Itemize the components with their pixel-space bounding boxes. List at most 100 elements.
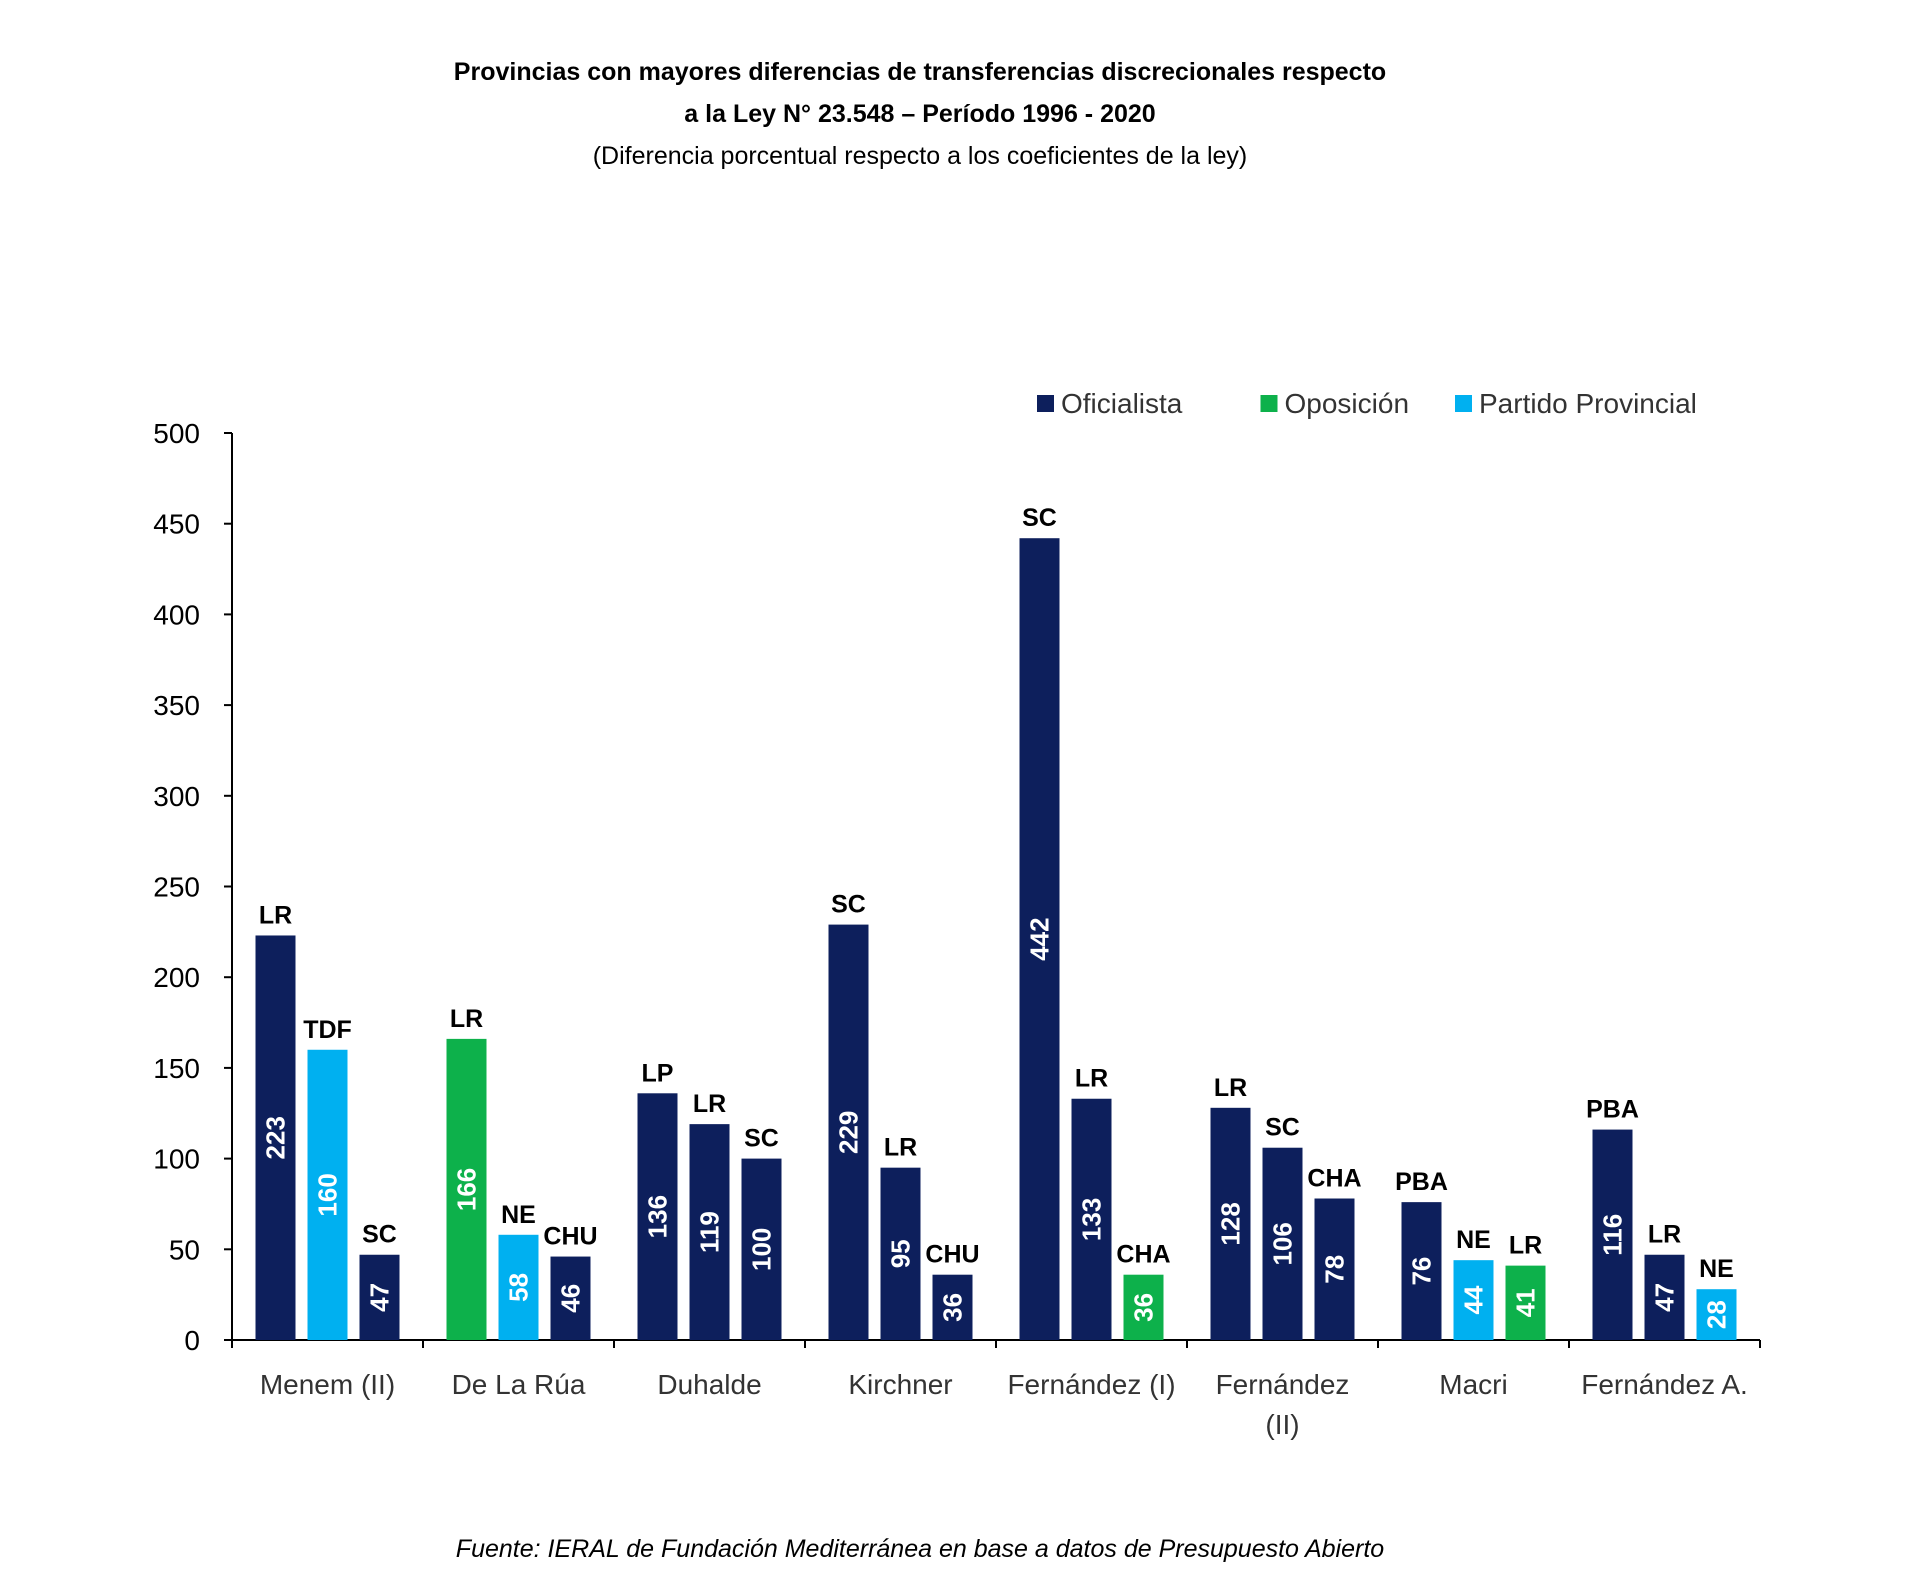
bar-value-label: 223 (261, 1116, 291, 1159)
bar (550, 1256, 591, 1340)
bar-value-label: 229 (834, 1111, 864, 1154)
bar-value-label: 100 (747, 1228, 777, 1271)
chart-source: Fuente: IERAL de Fundación Mediterránea … (455, 1535, 1385, 1563)
bar (1644, 1254, 1685, 1340)
bar-province-label: SC (744, 1125, 779, 1153)
bar (307, 1049, 348, 1340)
x-category-label: Duhalde (657, 1369, 761, 1400)
bar-value-label: 36 (1129, 1293, 1159, 1322)
bar-province-label: LR (1509, 1232, 1542, 1260)
bar (446, 1038, 487, 1340)
x-category-label: Kirchner (848, 1369, 952, 1400)
bar-province-label: LR (884, 1134, 917, 1162)
y-tick-label: 500 (153, 418, 200, 449)
bar-province-label: PBA (1395, 1168, 1448, 1196)
legend-swatch (1455, 395, 1472, 412)
x-category-label: Fernández (1216, 1369, 1350, 1400)
bar-value-label: 106 (1268, 1222, 1298, 1265)
x-category-label: De La Rúa (452, 1369, 586, 1400)
bar-province-label: CHA (1116, 1241, 1170, 1269)
bar (255, 935, 296, 1340)
bar (1592, 1129, 1633, 1340)
bar-province-label: LR (259, 901, 292, 929)
bar (1262, 1147, 1303, 1340)
bar-value-label: 136 (643, 1195, 673, 1238)
y-tick-label: 250 (153, 872, 200, 903)
bar-value-label: 116 (1598, 1214, 1628, 1256)
bar-province-label: NE (1456, 1226, 1491, 1254)
bar (1123, 1274, 1164, 1340)
bar-province-label: LR (450, 1005, 483, 1033)
bar (880, 1167, 921, 1340)
bar (932, 1274, 973, 1340)
bar-province-label: PBA (1586, 1096, 1639, 1124)
y-tick-label: 350 (153, 690, 200, 721)
bar-province-label: NE (1699, 1255, 1734, 1283)
bar-province-label: LR (1214, 1074, 1247, 1102)
bar-value-label: 128 (1216, 1202, 1246, 1245)
x-category-label: (II) (1265, 1409, 1299, 1440)
bar-province-label: SC (362, 1221, 397, 1249)
bar (1505, 1265, 1546, 1340)
bar-province-label: LR (1075, 1065, 1108, 1093)
legend-label: Oficialista (1061, 388, 1183, 419)
y-tick-label: 0 (184, 1325, 200, 1356)
y-tick-label: 200 (153, 962, 200, 993)
bar-value-label: 46 (556, 1284, 586, 1313)
bar-province-label: CHA (1307, 1165, 1361, 1193)
y-tick-label: 450 (153, 509, 200, 540)
bar (689, 1124, 730, 1340)
bar-value-label: 78 (1320, 1255, 1350, 1284)
x-category-label: Fernández A. (1581, 1369, 1748, 1400)
bar (828, 924, 869, 1340)
bar (741, 1158, 782, 1340)
x-category-label: Macri (1439, 1369, 1507, 1400)
bar-province-label: CHU (925, 1241, 979, 1269)
bar-province-label: TDF (303, 1016, 352, 1044)
bar-value-label: 58 (504, 1273, 534, 1302)
bar-province-label: LP (642, 1059, 674, 1087)
bar-value-label: 133 (1077, 1198, 1107, 1241)
bar (1071, 1098, 1112, 1340)
legend-label: Partido Provincial (1479, 388, 1697, 419)
bar (1210, 1107, 1251, 1340)
bar-value-label: 47 (365, 1283, 395, 1312)
bar (1019, 538, 1060, 1340)
y-tick-label: 300 (153, 781, 200, 812)
bar-province-label: LR (1648, 1221, 1681, 1249)
bar (498, 1234, 539, 1340)
bar-value-label: 36 (938, 1293, 968, 1322)
bar-province-label: CHU (543, 1223, 597, 1251)
bar-value-label: 442 (1025, 917, 1055, 960)
chart-title-line-2: a la Ley N° 23.548 – Período 1996 - 2020 (684, 100, 1156, 128)
bar-value-label: 119 (695, 1211, 725, 1253)
legend-label: Oposición (1285, 388, 1410, 419)
bar (1401, 1202, 1442, 1340)
bar-province-label: SC (1265, 1114, 1300, 1142)
y-tick-label: 150 (153, 1053, 200, 1084)
y-tick-label: 50 (169, 1234, 200, 1265)
bar-value-label: 44 (1459, 1285, 1489, 1314)
bar (1696, 1289, 1737, 1340)
bar-value-label: 166 (452, 1168, 482, 1211)
legend-swatch (1260, 395, 1278, 412)
y-tick-label: 400 (153, 599, 200, 630)
bar-value-label: 28 (1702, 1300, 1732, 1329)
bar (1314, 1198, 1355, 1340)
bar-province-label: SC (1022, 504, 1057, 532)
legend-swatch (1037, 395, 1054, 412)
bar-value-label: 47 (1650, 1283, 1680, 1312)
bar (1453, 1260, 1494, 1340)
chart-subtitle: (Diferencia porcentual respecto a los co… (592, 142, 1248, 170)
x-category-label: Fernández (I) (1007, 1369, 1175, 1400)
y-tick-label: 100 (153, 1144, 200, 1175)
bar-value-label: 41 (1511, 1288, 1541, 1317)
chart-title-line-1: Provincias con mayores diferencias de tr… (453, 58, 1387, 86)
bar-value-label: 95 (886, 1239, 916, 1268)
x-category-label: Menem (II) (260, 1369, 395, 1400)
bar-province-label: SC (831, 891, 866, 919)
bar (359, 1254, 400, 1340)
bar-value-label: 160 (313, 1173, 343, 1216)
